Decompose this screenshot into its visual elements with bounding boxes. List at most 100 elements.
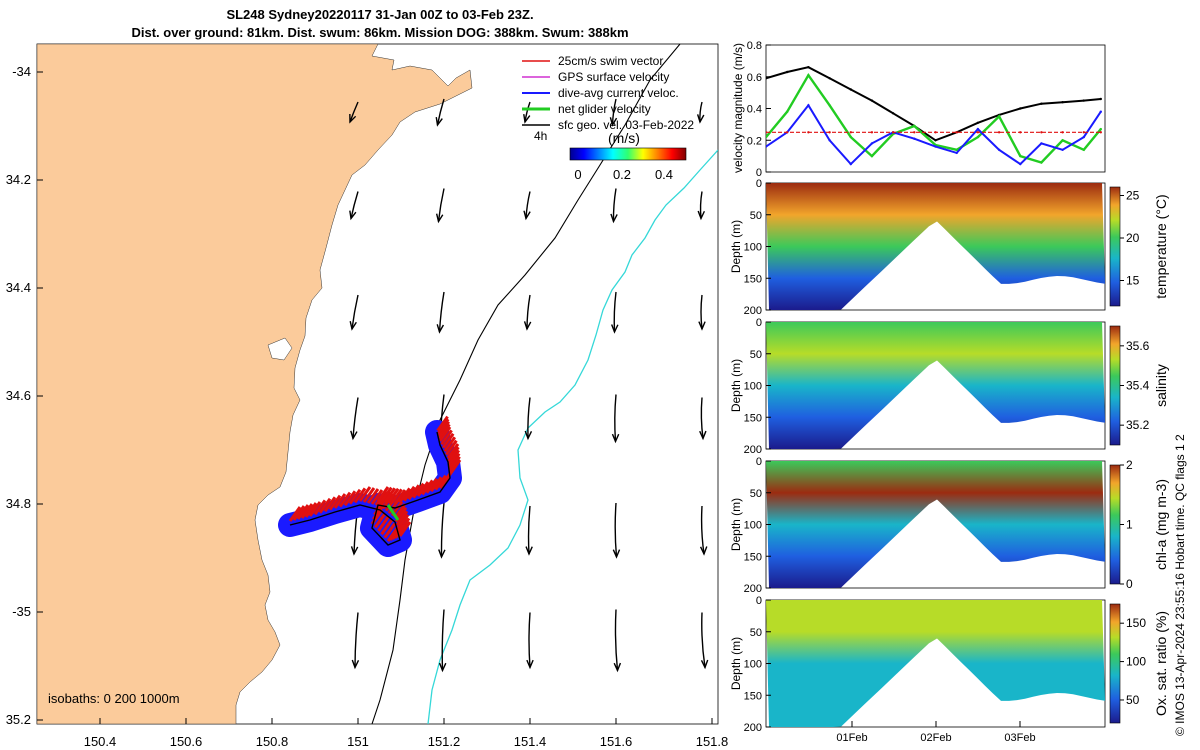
series-point: [786, 110, 789, 113]
series-point: [849, 131, 852, 134]
swim-vector: [333, 493, 347, 509]
section-panel-salinity: 0 50 100 150 200 Depth (m) 35.2 35.4 35.6salinit…: [729, 317, 1169, 456]
swim-vector: [440, 429, 453, 446]
swim-vector: [370, 489, 384, 505]
velocity-arrow: [609, 98, 618, 127]
velocity-arrow: [435, 188, 445, 224]
series-point: [766, 77, 768, 80]
series-point: [955, 131, 958, 134]
velocity-arrow: [610, 188, 618, 224]
depth-tick-label: 50: [750, 488, 762, 500]
section-panel-temperature: 0 50 100 150 200 Depth (m) 15 20 25 temperature (…: [729, 178, 1169, 317]
depth-tick-label: 200: [744, 444, 762, 456]
depth-axis-label: Depth (m): [729, 498, 743, 551]
depth-tick-label: 150: [744, 273, 762, 285]
swim-vector: [447, 446, 460, 463]
series-point: [976, 127, 980, 131]
series-point: [1099, 110, 1103, 113]
velocity-arrow: [349, 191, 359, 221]
colorbar-label: chl-a (mg m-3): [1153, 479, 1169, 570]
swim-vector: [441, 432, 455, 449]
swim-vector: [448, 459, 462, 475]
isobath-200m: [427, 149, 718, 724]
series-point: [870, 142, 874, 145]
swim-vector: [386, 487, 400, 504]
swim-vector: [313, 499, 327, 516]
series-point: [976, 121, 980, 125]
map-lon-label: 151.6: [600, 734, 633, 749]
swim-vector: [436, 418, 450, 435]
section-data: [766, 322, 1105, 449]
swim-vector: [376, 486, 390, 502]
time-step-label: 4h: [534, 129, 547, 143]
swim-vector: [436, 415, 449, 432]
colorbar-tick-label: 15: [1126, 274, 1140, 288]
depth-tick-label: 200: [744, 722, 762, 734]
series-point: [1019, 107, 1022, 110]
isobaths-label: isobaths: 0 200 1000m: [48, 691, 180, 706]
map-lat-label: 34.6: [6, 388, 31, 403]
colorbar-tick-label: 2: [1126, 458, 1133, 472]
series-point: [1082, 99, 1086, 102]
velocity-arrow: [611, 394, 620, 444]
swim-vector: [438, 426, 452, 442]
series-point: [849, 88, 852, 91]
swim-vector: [348, 488, 362, 505]
section-colorbar: [1109, 186, 1121, 307]
series-point: [976, 131, 980, 134]
series-point: [934, 131, 937, 134]
legend-net-label: net glider velocity: [558, 102, 651, 116]
swim-vector: [434, 474, 447, 491]
section-data: [766, 183, 1105, 310]
swim-vector: [383, 522, 397, 539]
section-data: [766, 600, 1105, 727]
colorbar-tick-label: 35.4: [1126, 379, 1150, 393]
map-lon-label: 151.2: [428, 734, 461, 749]
colorbar-tick-label: 50: [1126, 693, 1140, 707]
swim-vector: [446, 443, 460, 459]
colorbar-tick-label: 35.6: [1126, 339, 1150, 353]
velocity-magnitude-panel: 0 0.2 0.4 0.6 0.8 velocity magnitude (m/s): [731, 40, 1106, 179]
velocity-arrow: [523, 101, 531, 124]
swim-vector: [390, 488, 403, 505]
depth-tick-label: 150: [744, 690, 762, 702]
series-point: [1040, 131, 1043, 134]
series-point: [955, 148, 958, 151]
swim-vector: [429, 476, 443, 493]
velocity-arrow: [350, 397, 359, 441]
velocity-arrow: [697, 191, 706, 221]
velocity-arrow: [699, 505, 708, 556]
map-lon-label: 150.4: [84, 734, 117, 749]
series-point: [766, 135, 768, 139]
swim-vector: [358, 486, 372, 502]
series-point: [913, 124, 916, 128]
surface-velocity-arrows: [349, 98, 709, 673]
map-lat-label: 34.8: [6, 496, 31, 511]
swim-vector: [366, 488, 380, 504]
velocity-ytick-label: 0.6: [747, 72, 762, 84]
swim-vector: [407, 484, 421, 501]
colorbar-tick-label: 0: [1126, 577, 1133, 591]
series-point: [1019, 154, 1022, 158]
series-point: [1082, 135, 1086, 139]
colorbar-unit: (m/s): [608, 130, 640, 146]
series-point: [1040, 161, 1043, 164]
swim-vector: [438, 423, 451, 440]
map-lon-label: 151.4: [514, 734, 547, 749]
colorbar-tick-2: 0.4: [655, 167, 673, 182]
depth-tick-label: 100: [744, 659, 762, 671]
map-lat-label: -35: [12, 604, 31, 619]
velocity-arrow: [611, 291, 619, 334]
depth-tick-label: 100: [744, 381, 762, 393]
time-tick-label: 01Feb: [836, 732, 867, 744]
swim-vector: [447, 449, 461, 466]
map-lon-label: 151: [347, 734, 369, 749]
map-lat-label: 35.2: [6, 712, 31, 727]
series-point: [828, 77, 831, 80]
legend-geo-label: sfc geo. vel. 03-Feb-2022: [558, 118, 694, 132]
depth-tick-label: 100: [744, 242, 762, 254]
velocity-arrow: [436, 291, 445, 334]
swim-vector: [373, 512, 387, 529]
velocity-arrow: [526, 612, 534, 670]
